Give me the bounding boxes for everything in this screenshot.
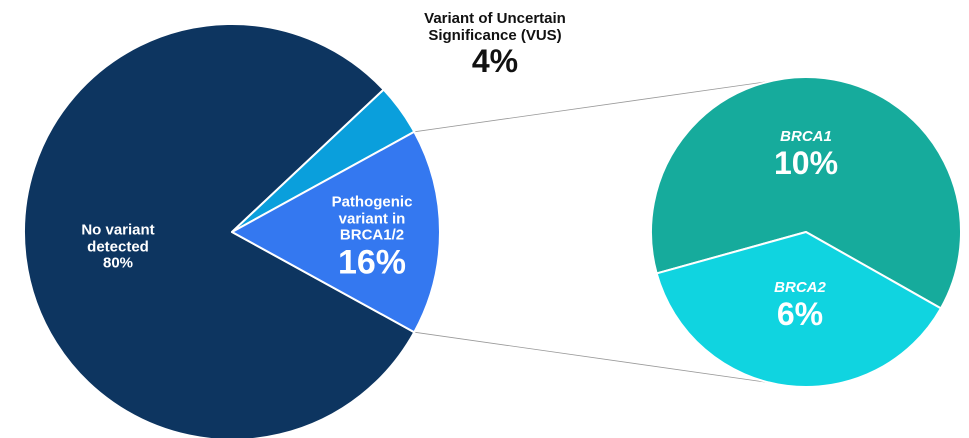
- slice-label: BRCA2 6%: [740, 280, 860, 332]
- pie-slice: [655, 231, 942, 388]
- slice-label: Variant of Uncertain Significance (VUS) 4…: [400, 9, 590, 79]
- slice-value: 6%: [776, 295, 824, 332]
- slice-value: 4%: [471, 42, 519, 79]
- slice-value: 10%: [773, 144, 839, 181]
- slice-name: Variant of Uncertain Significance (VUS): [424, 9, 566, 44]
- connector-line: [414, 76, 801, 133]
- slice-label: Pathogenic variant in BRCA1/2 16%: [322, 193, 422, 282]
- slice-name: BRCA1: [780, 128, 832, 146]
- slice-value: 80%: [102, 254, 134, 272]
- slice-name: Pathogenic variant in BRCA1/2: [331, 193, 413, 244]
- connector-line: [414, 331, 801, 388]
- slice-label: BRCA1 10%: [746, 129, 866, 181]
- pie-slice: [231, 130, 441, 334]
- slice-name: BRCA2: [774, 279, 826, 297]
- slice-label: No variant detected 80%: [63, 222, 173, 272]
- pie-slice: [23, 23, 416, 438]
- slice-value: 16%: [337, 243, 407, 282]
- slice-name: No variant detected: [81, 221, 155, 255]
- pie-slice: [650, 76, 962, 310]
